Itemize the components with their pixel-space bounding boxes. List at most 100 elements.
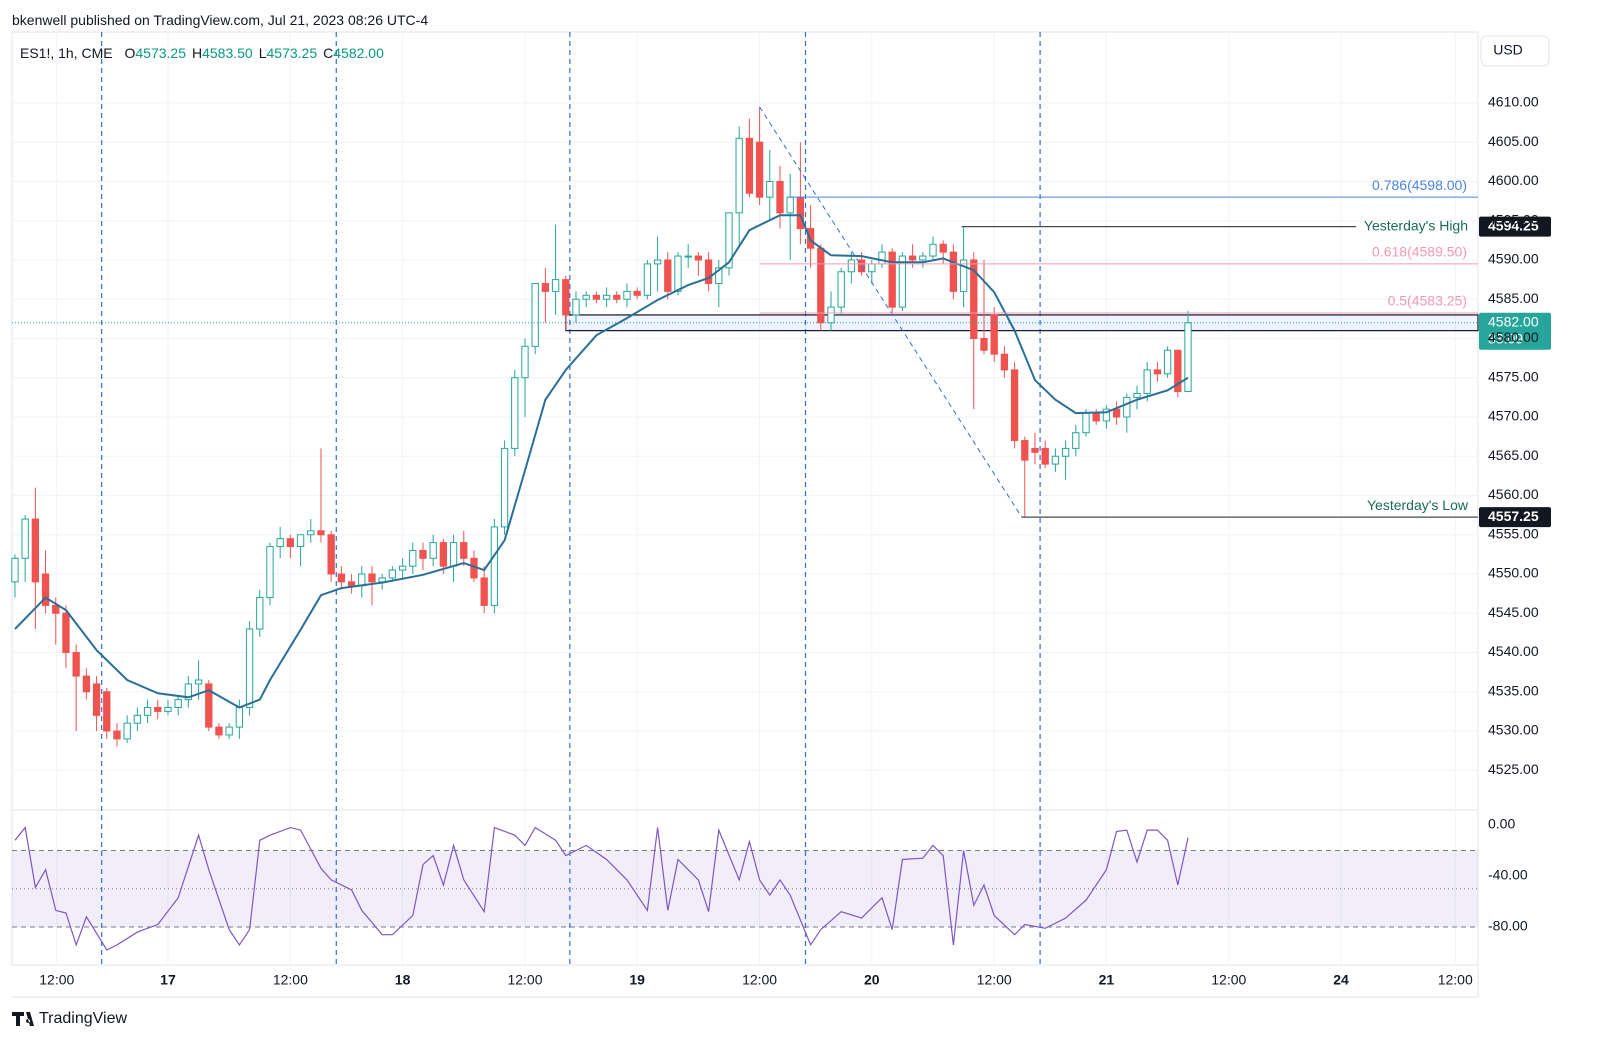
- candle-body: [1092, 412, 1100, 422]
- candle-body: [194, 679, 203, 685]
- candle-body: [613, 294, 621, 300]
- candle: [256, 589, 264, 637]
- candle-body: [643, 263, 652, 296]
- candle-body: [715, 267, 723, 285]
- price-label-box: [1479, 216, 1551, 237]
- currency-box[interactable]: [1480, 35, 1550, 67]
- candle-body: [154, 706, 162, 712]
- candle: [245, 621, 254, 716]
- y-tick-label: 4560.00: [1488, 486, 1539, 502]
- candle: [653, 236, 662, 292]
- ohlc-key: C: [323, 45, 334, 61]
- candle-body: [307, 530, 315, 536]
- candle-body: [52, 604, 60, 614]
- osc-tick-label: -80.00: [1488, 918, 1528, 934]
- candle-body: [1133, 392, 1141, 398]
- y-tick-label: 4590.00: [1488, 251, 1539, 267]
- currency[interactable]: USD: [1493, 42, 1523, 58]
- candle-body: [908, 255, 917, 261]
- candle-body: [500, 447, 509, 528]
- candle-body: [256, 597, 264, 630]
- candle: [174, 695, 182, 716]
- candle: [1010, 362, 1019, 449]
- candle-body: [317, 530, 325, 536]
- candle: [1021, 436, 1029, 518]
- candle: [266, 542, 274, 606]
- candle: [1123, 393, 1131, 433]
- price-label-box: [1479, 507, 1551, 528]
- candle: [970, 252, 978, 410]
- candle: [898, 252, 907, 312]
- y-tick-label: 4600.00: [1488, 172, 1539, 188]
- candle: [1153, 362, 1162, 382]
- x-tick-label: 12:00: [742, 972, 777, 988]
- candle-body: [970, 259, 978, 339]
- candle-body: [327, 534, 335, 575]
- candle-body: [174, 699, 182, 708]
- candle-body: [429, 542, 437, 559]
- candle-body: [235, 706, 244, 728]
- candle-body: [368, 573, 376, 583]
- candle-body: [796, 196, 805, 230]
- y-tick-label: 4575.00: [1488, 368, 1539, 384]
- candle-body: [898, 255, 907, 308]
- level-label: Yesterday's High: [1364, 217, 1468, 233]
- fib-label: 0.786(4598.00): [1372, 177, 1467, 193]
- candle-body: [449, 542, 458, 567]
- candle: [143, 699, 152, 724]
- osc-tick-label: -40.00: [1488, 867, 1528, 883]
- candle: [939, 240, 947, 264]
- price-label: 4594.25: [1488, 217, 1539, 233]
- candle: [602, 287, 611, 308]
- candle: [184, 676, 193, 708]
- candle-body: [133, 714, 142, 724]
- y-tick-label: 4540.00: [1488, 643, 1539, 659]
- ohlc-value: 4573.25: [266, 45, 318, 61]
- candle: [500, 440, 509, 535]
- x-tick-label: 18: [395, 972, 411, 988]
- x-tick-label: 12:00: [977, 972, 1012, 988]
- x-tick-label: 12:00: [39, 972, 74, 988]
- candle: [1041, 440, 1049, 469]
- candle-body: [857, 259, 866, 273]
- candle: [521, 338, 529, 417]
- candle: [41, 550, 50, 614]
- y-tick-label: 4605.00: [1488, 133, 1539, 149]
- chart-frame: [11, 31, 1479, 966]
- x-tick-label: 12:00: [1211, 972, 1246, 988]
- candle-body: [419, 549, 427, 559]
- price-label: 4557.25: [1488, 508, 1539, 524]
- candle: [796, 142, 805, 245]
- candle: [888, 248, 896, 315]
- candle-body: [31, 518, 40, 583]
- candle: [409, 542, 417, 575]
- candle: [694, 252, 703, 276]
- candle: [511, 369, 519, 457]
- candle-body: [725, 212, 733, 269]
- candle: [735, 126, 743, 245]
- candle-body: [21, 518, 29, 559]
- candle-body: [817, 247, 825, 324]
- candle: [429, 534, 437, 567]
- moving-average: [14, 214, 1189, 709]
- candle-body: [827, 306, 835, 324]
- candle-body: [592, 294, 601, 300]
- candle-body: [980, 337, 988, 351]
- candle: [980, 259, 988, 355]
- candle-body: [1021, 440, 1029, 461]
- grid: [12, 32, 1479, 965]
- candle-body: [704, 259, 713, 285]
- ohlc-key: H: [191, 45, 203, 61]
- ohlc-key: L: [258, 45, 267, 61]
- x-tick-label: 24: [1333, 972, 1349, 988]
- candle-body: [684, 255, 692, 258]
- y-tick-label: 4610.00: [1488, 94, 1539, 110]
- candle-body: [358, 573, 366, 587]
- candle: [531, 283, 539, 355]
- candle-body: [266, 546, 274, 599]
- y-tick-label: 4550.00: [1488, 565, 1539, 581]
- candle-body: [276, 538, 284, 548]
- y-tick-label: 4580.00: [1488, 329, 1539, 345]
- candle-body: [490, 526, 499, 606]
